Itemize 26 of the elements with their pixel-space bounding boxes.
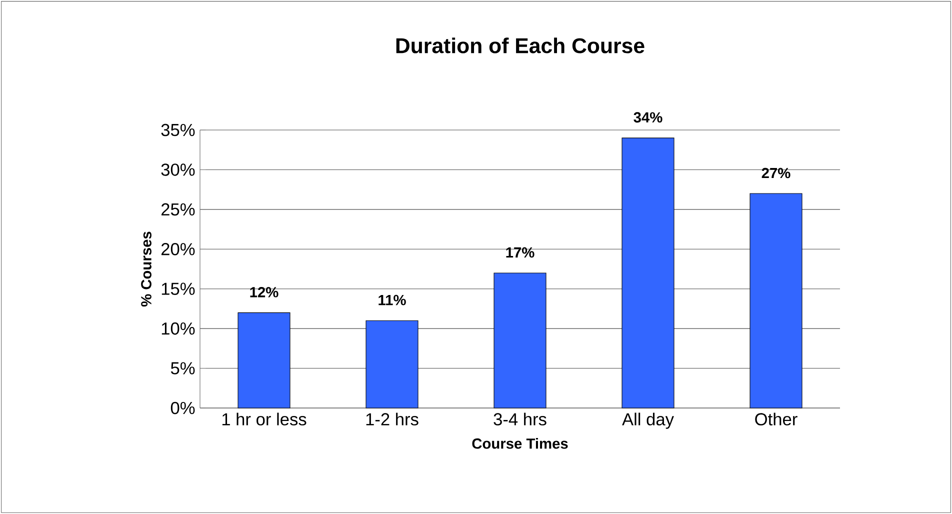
- data-label: 11%: [378, 294, 406, 306]
- chart-title: Duration of Each Course: [396, 38, 644, 54]
- x-tick-label: 1-2 hrs: [366, 412, 418, 426]
- y-tick-label: 10%: [162, 322, 195, 335]
- y-tick-label: 30%: [161, 164, 195, 176]
- bar: [622, 138, 674, 408]
- y-tick-label: 20%: [161, 243, 195, 256]
- bar: [238, 312, 290, 408]
- y-tick-label: 0%: [170, 402, 195, 414]
- data-label: 34%: [634, 112, 662, 123]
- data-label: 27%: [762, 168, 790, 178]
- bar: [750, 193, 802, 408]
- y-tick-label: 5%: [170, 362, 195, 374]
- y-tick-label: 35%: [161, 124, 195, 136]
- y-axis-title: % Courses: [141, 232, 152, 307]
- data-label: 17%: [506, 247, 534, 258]
- y-tick-label: 25%: [161, 203, 195, 216]
- bar: [494, 272, 546, 408]
- y-tick-label: 15%: [162, 282, 195, 295]
- x-tick-label: 1 hr or less: [222, 412, 306, 426]
- x-axis-title: Course Times: [472, 438, 568, 449]
- x-tick-label: All day: [622, 412, 674, 429]
- x-tick-label: Other: [755, 412, 798, 426]
- data-label: 12%: [250, 286, 278, 298]
- bar: [366, 320, 418, 408]
- x-tick-label: 3-4 hrs: [494, 412, 546, 426]
